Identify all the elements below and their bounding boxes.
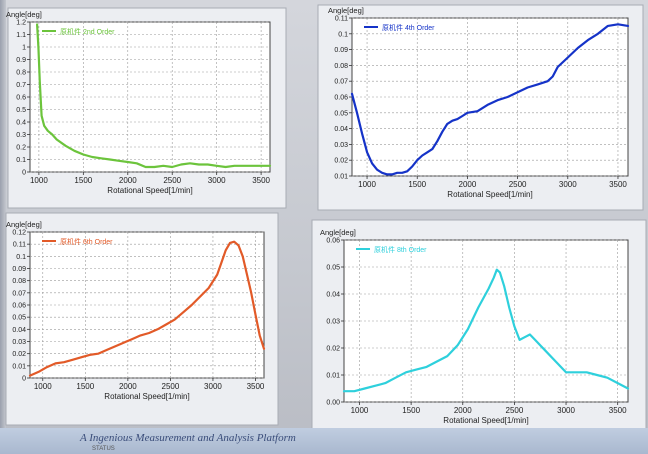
window-edge: [0, 0, 6, 454]
x-tick-label: 1000: [351, 406, 369, 415]
series-line: [28, 240, 266, 377]
series-line: [350, 23, 630, 176]
chart-svg-2: 0 0.01 0.02 0.03 0.04 0.05 0.06 0.07 0.08 0.09 0.1…: [5, 212, 279, 426]
y-tick-label: 0.4: [16, 120, 26, 127]
x-tick-label: 2000: [119, 382, 137, 391]
y-tick-label: 0: [22, 376, 26, 383]
y-tick-label: 0.09: [12, 266, 26, 273]
series-line: [36, 23, 272, 169]
x-axis-label: Rotational Speed[1/min]: [443, 416, 528, 425]
y-tick-label: 0.00: [326, 400, 340, 407]
legend-label: 原机件 2nd Order: [60, 27, 115, 36]
y-tick-label: 0.11: [335, 16, 348, 23]
y-axis-label: Angle[deg]: [320, 228, 356, 237]
y-tick-label: 0.06: [334, 95, 348, 102]
y-tick-label: 0.12: [12, 230, 26, 237]
x-tick-label: 3000: [559, 180, 577, 189]
y-tick-label: 0.2: [16, 145, 26, 152]
x-axis-label: Rotational Speed[1/min]: [107, 186, 192, 195]
x-tick-label: 3000: [204, 382, 222, 391]
y-tick-label: 0.3: [16, 132, 26, 139]
x-axis-label: Rotational Speed[1/min]: [447, 190, 532, 199]
x-tick-label: 2000: [119, 176, 137, 185]
legend-label: 原机件 8th Order: [374, 245, 427, 254]
x-axis-label: Rotational Speed[1/min]: [104, 392, 189, 401]
y-tick-label: 0.09: [334, 47, 348, 54]
y-tick-label: 1.1: [16, 32, 26, 39]
x-tick-label: 1500: [76, 382, 94, 391]
y-tick-label: 0.02: [334, 158, 348, 165]
y-tick-label: 0.1: [16, 157, 26, 164]
x-tick-label: 3500: [609, 406, 627, 415]
chart-6th-order: 0 0.01 0.02 0.03 0.04 0.05 0.06 0.07 0.08 0.09 0.1…: [5, 212, 279, 426]
y-tick-label: 1.2: [16, 20, 26, 27]
y-tick-label: 0.07: [334, 79, 348, 86]
footer-status: STATUS: [92, 446, 115, 452]
y-axis-label: Angle[deg]: [328, 6, 364, 15]
x-tick-label: 2500: [506, 406, 524, 415]
chart-2nd-order: 0 0.1 0.2 0.3 0.4 0.5 0.6 0.7 0.8 0.9 1 1.1 1.2 1000 1…: [6, 7, 287, 209]
y-tick-label: 0: [22, 170, 26, 177]
y-tick-label: 0.06: [12, 303, 26, 310]
y-tick-label: 0.04: [326, 292, 340, 299]
y-tick-label: 0.1: [338, 31, 348, 38]
x-tick-label: 1000: [30, 176, 48, 185]
y-tick-label: 0.8: [16, 70, 26, 77]
y-tick-label: 0.03: [326, 319, 340, 326]
y-tick-label: 0.08: [12, 278, 26, 285]
y-tick-label: 0.03: [12, 339, 26, 346]
x-tick-label: 3000: [557, 406, 575, 415]
y-tick-label: 0.07: [12, 290, 26, 297]
y-axis-label: Angle[deg]: [6, 10, 42, 19]
x-tick-label: 3500: [609, 180, 627, 189]
x-tick-label: 1000: [34, 382, 52, 391]
chart-4th-order: 0.01 0.02 0.03 0.04 0.05 0.06 0.07 0.08 0.09 0.1 0…: [317, 4, 644, 211]
y-tick-label: 0.5: [16, 107, 26, 114]
chart-svg-3: 0.00 0.01 0.02 0.03 0.04 0.05 0.06 1000 1500 2000…: [311, 219, 647, 445]
x-tick-label: 2000: [459, 180, 477, 189]
y-tick-label: 0.04: [334, 126, 348, 133]
y-tick-label: 0.1: [16, 254, 26, 261]
y-tick-label: 0.01: [326, 373, 340, 380]
chart-svg-0: 0 0.1 0.2 0.3 0.4 0.5 0.6 0.7 0.8 0.9 1 1.1 1.2 1000 1…: [6, 7, 287, 209]
y-tick-label: 0.05: [334, 110, 348, 117]
x-tick-label: 3500: [252, 176, 270, 185]
y-tick-label: 0.02: [326, 346, 340, 353]
x-tick-label: 3000: [208, 176, 226, 185]
y-tick-label: 0.11: [13, 242, 26, 249]
legend-label: 原机件 4th Order: [382, 23, 435, 32]
x-tick-label: 2500: [163, 176, 181, 185]
y-tick-label: 0.01: [334, 174, 348, 181]
x-tick-label: 2500: [509, 180, 527, 189]
x-tick-label: 2500: [162, 382, 180, 391]
y-tick-label: 0.6: [16, 95, 26, 102]
y-tick-label: 0.03: [334, 142, 348, 149]
chart-svg-1: 0.01 0.02 0.03 0.04 0.05 0.06 0.07 0.08 0.09 0.1 0…: [317, 4, 644, 211]
footer-title: A Ingenious Measurement and Analysis Pla…: [80, 432, 296, 444]
footer-bar: [0, 428, 648, 454]
chart-8th-order: 0.00 0.01 0.02 0.03 0.04 0.05 0.06 1000 1500 2000…: [311, 219, 647, 445]
y-tick-label: 0.06: [326, 238, 340, 245]
y-tick-label: 0.02: [12, 351, 26, 358]
x-tick-label: 3500: [247, 382, 265, 391]
x-tick-label: 1500: [74, 176, 92, 185]
y-tick-label: 0.05: [12, 315, 26, 322]
series-line: [342, 268, 630, 393]
y-tick-label: 0.04: [12, 327, 26, 334]
y-tick-label: 0.01: [12, 363, 26, 370]
legend-label: 原机件 6th Order: [60, 237, 113, 246]
y-tick-label: 1: [22, 45, 26, 52]
y-tick-label: 0.08: [334, 63, 348, 70]
x-tick-label: 2000: [454, 406, 472, 415]
x-tick-label: 1000: [358, 180, 376, 189]
x-tick-label: 1500: [408, 180, 426, 189]
y-tick-label: 0.05: [326, 265, 340, 272]
y-axis-label: Angle[deg]: [6, 220, 42, 229]
x-tick-label: 1500: [402, 406, 420, 415]
y-tick-label: 0.7: [16, 82, 26, 89]
y-tick-label: 0.9: [16, 57, 26, 64]
